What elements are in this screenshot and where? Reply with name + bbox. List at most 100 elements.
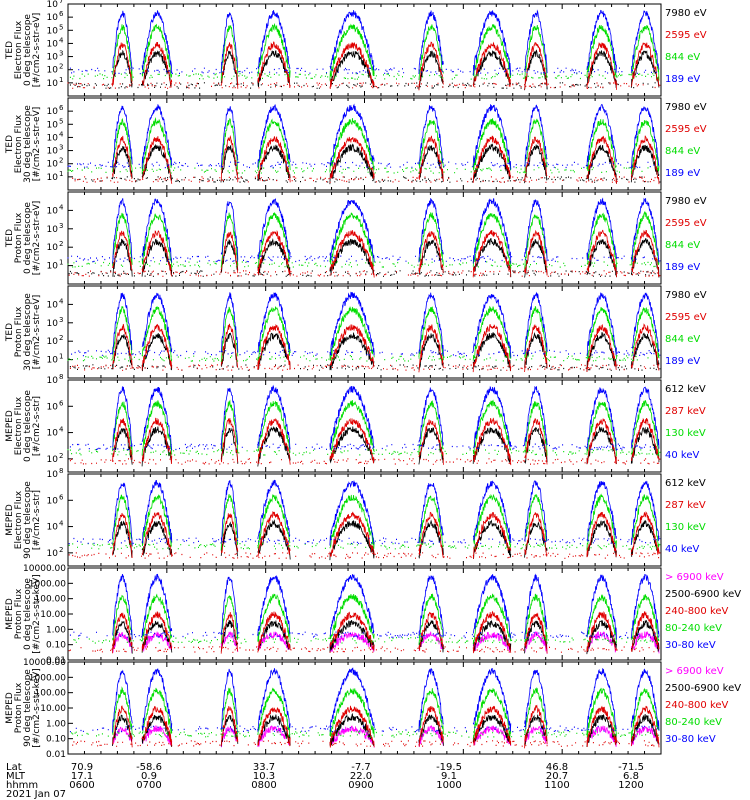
y-tick-exponent: 6 [59,10,64,18]
y-tick-label: 100.00 [35,689,67,699]
hhmm-value: 0800 [251,780,276,791]
legend-entry: 40 keV [665,544,699,555]
mlt-row-label: MLT [6,771,26,782]
legend-entry: 189 eV [665,356,700,367]
legend-entry: 844 eV [665,146,700,157]
lat-value: -71.5 [618,762,644,773]
y-axis-label-line: 0 deg telescope [23,202,33,274]
y-axis-label-line: TED [5,41,15,60]
legend-entry: 844 eV [665,240,700,251]
y-axis-label-line: Proton Flux [14,212,24,263]
legend-entry: > 6900 keV [665,572,724,583]
y-axis-label-line: [#/cm2-s-str-eV] [32,107,42,182]
series-noise-green [67,261,656,268]
panel-frame [67,473,662,567]
hhmm-value: 1200 [618,780,643,791]
y-tick-exponent: 2 [59,334,63,342]
series-trace-blue [112,573,660,640]
series-noise-green [69,73,658,80]
y-tick-exponent: 4 [59,426,64,434]
series-noise-black [67,82,660,89]
legend-entry: 612 keV [665,384,706,395]
series-noise-black [67,270,656,277]
series-noise-green [71,731,660,738]
series-trace-green [112,210,660,269]
series-trace-red [112,417,660,466]
y-tick-exponent: 2 [59,546,63,554]
series-trace-black [112,519,660,561]
y-tick-exponent: 5 [59,23,63,31]
series-trace-black [112,237,660,278]
y-axis-label-line: Proton Flux [14,306,24,357]
legend-entry: 2595 eV [665,312,707,323]
series-trace-blue [112,291,660,358]
series-noise-blue [71,349,661,357]
y-tick-label: 10 [47,523,59,533]
series-trace-blue [112,197,660,264]
series-trace-green [112,305,660,363]
y-axis-label-line: 0 deg telescope [23,390,33,462]
y-tick-label: 0.10 [46,735,66,745]
series-noise-green [67,449,661,456]
series-noise-blue [69,631,660,639]
y-axis-label-line: [#/cm2-s-str-keV] [32,668,42,747]
y-tick-exponent: 1 [59,76,63,84]
y-tick-exponent: 4 [59,203,64,211]
series-trace-green [112,22,660,81]
y-axis-label-line: [#/cm2-s-str-eV] [32,13,42,88]
legend-entry: 80-240 keV [665,717,722,728]
legend-entry: 7980 eV [665,102,707,113]
series-trace-blue [112,103,660,170]
series-noise-red [72,740,655,747]
y-axis-label-line: Electron Flux [14,20,24,79]
y-tick-exponent: 4 [59,297,64,305]
series-trace-red [112,135,660,185]
series-noise-red [72,176,658,183]
y-tick-exponent: 6 [59,399,64,407]
series-noise-green [68,543,661,550]
legend-entry: 2595 eV [665,30,707,41]
series-trace-red [112,610,660,654]
series-trace-red [112,41,660,91]
hhmm-value: 0900 [348,780,373,791]
series-trace-green [112,117,660,175]
series-noise-blue [69,443,655,451]
y-tick-exponent: 3 [59,50,63,58]
series-noise-blue [69,725,658,733]
y-axis-label-line: [#/cm2-s-str] [32,490,42,550]
y-tick-label: 1000.00 [29,579,66,589]
mlt-value: 10.3 [253,771,275,782]
y-tick-label: 10 [47,79,59,89]
y-tick-label: 1.00 [46,719,66,729]
y-tick-exponent: 2 [59,63,63,71]
lat-value: 46.8 [546,762,568,773]
series-trace-blue [112,667,660,733]
legend-entry: 7980 eV [665,8,707,19]
mlt-value: 17.1 [71,771,93,782]
y-axis-label-line: TED [5,229,15,248]
y-tick-exponent: 3 [59,222,63,230]
series-noise-blue [69,67,657,75]
y-tick-label: 10 [47,549,59,559]
series-trace-black [112,49,660,91]
y-tick-label: 10.00 [40,704,66,714]
series-noise-blue [67,255,661,263]
y-tick-exponent: 1 [59,170,63,178]
y-tick-exponent: 3 [59,316,63,324]
y-tick-label: 10 [47,133,59,143]
hhmm-value: 1100 [544,780,569,791]
lat-row-label: Lat [6,762,22,773]
series-noise-red [68,270,661,277]
series-noise-red [68,646,660,653]
series-trace-black [112,712,660,747]
series-noise-black [74,176,661,183]
mlt-value: 0.9 [141,771,157,782]
series-noise-black [69,364,661,371]
legend-entry: 7980 eV [665,196,707,207]
lat-value: -19.5 [436,762,462,773]
legend-entry: 612 keV [665,478,706,489]
y-tick-label: 10 [47,356,59,366]
